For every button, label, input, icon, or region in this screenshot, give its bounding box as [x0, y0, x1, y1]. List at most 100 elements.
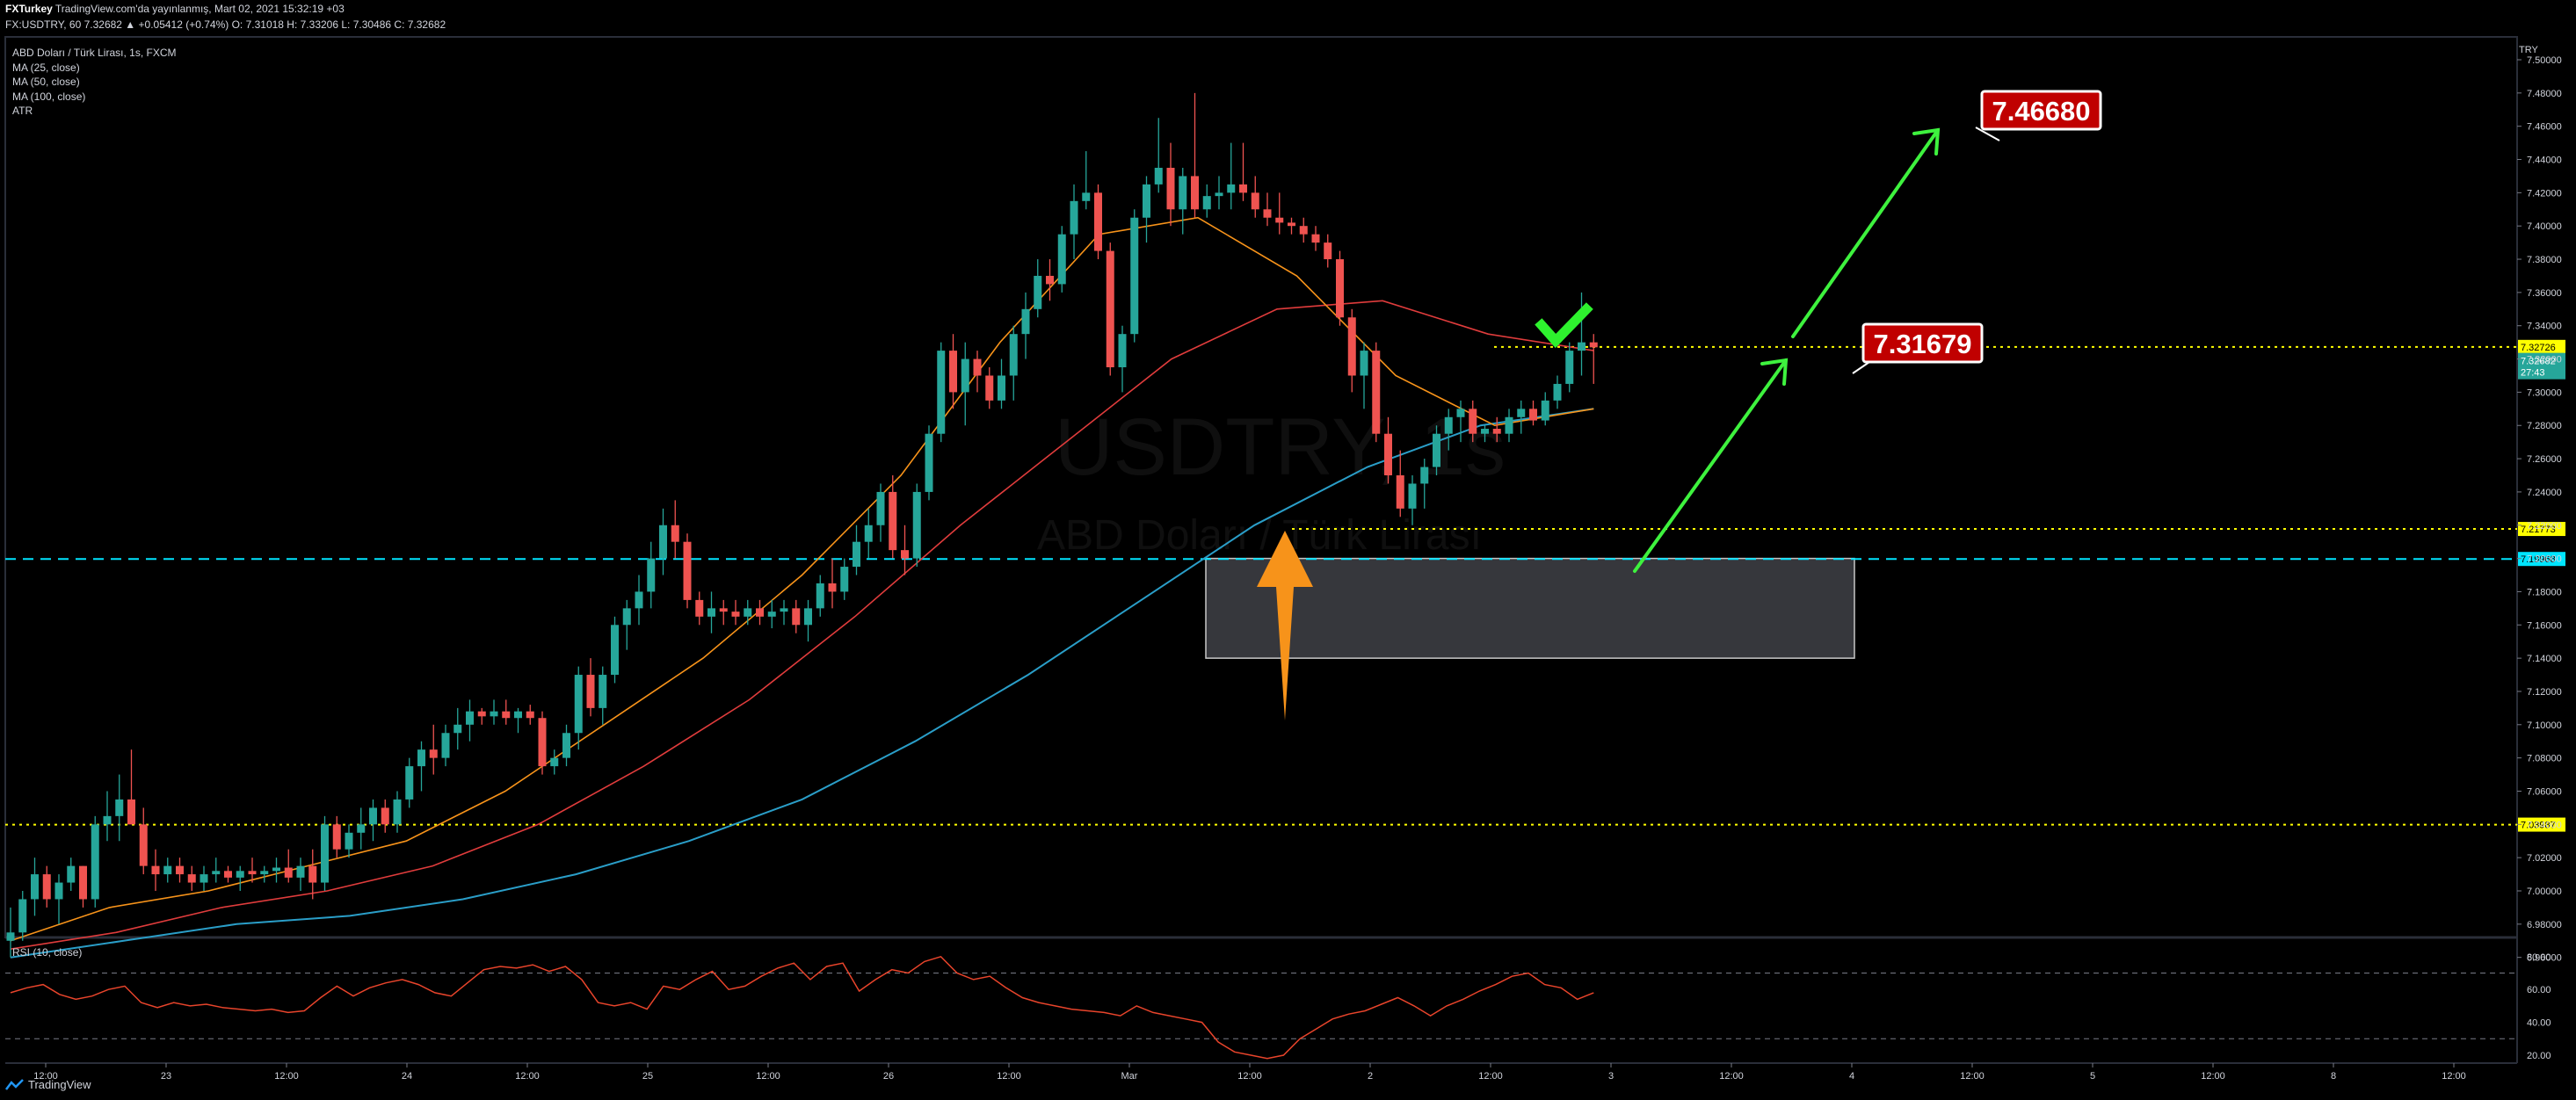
y-tick-label: 7.00000 [2527, 887, 2562, 897]
candle-body [973, 358, 982, 376]
candle-body [1360, 351, 1368, 376]
watermark-name: ABD Doları / Türk Lirası [1037, 512, 1482, 559]
candle-body [1299, 226, 1308, 235]
candle-body [707, 608, 715, 617]
rsi-tick-label: 80.00 [2527, 952, 2551, 963]
candle-body [369, 807, 377, 825]
candle-body [647, 558, 656, 592]
candle-body [1456, 409, 1465, 417]
rsi-label: RSI (10, close) [12, 946, 82, 959]
author: FXTurkey [5, 3, 53, 15]
candle-body [1529, 409, 1537, 421]
candle-body [1408, 483, 1417, 509]
candle-body [550, 757, 559, 767]
orange-arrow-up[interactable] [1257, 531, 1313, 720]
y-tick-label: 7.34000 [2527, 322, 2562, 332]
candle-body [1288, 222, 1295, 227]
legend-atr[interactable]: ATR [12, 105, 33, 117]
candle-body [1106, 250, 1114, 368]
candle-body [731, 612, 740, 617]
candle-body [332, 824, 341, 850]
candle-body [1505, 416, 1513, 434]
candle-body [1166, 167, 1175, 210]
x-tick-label: 12:00 [2442, 1071, 2466, 1082]
indicator-legend: ABD Doları / Türk Lirası, 1s, FXCM MA (2… [12, 46, 177, 119]
checkmark-icon [1535, 302, 1593, 349]
candle-body [441, 733, 450, 758]
candle-body [260, 871, 269, 875]
x-tick-label: 12:00 [1960, 1071, 1985, 1082]
candle-body [1154, 167, 1163, 185]
y-tick-label: 7.26000 [2527, 454, 2562, 465]
x-tick-label: 8 [2331, 1071, 2336, 1082]
legend-ma100[interactable]: MA (100, close) [12, 90, 86, 103]
candle-body [1324, 242, 1332, 260]
last-price-tag [2518, 352, 2565, 380]
candle-body [236, 871, 244, 878]
green-arrow-lower[interactable] [1633, 358, 1789, 573]
y-tick-label: 7.02000 [2527, 853, 2562, 864]
last-price-text: 7.32682 [2521, 357, 2556, 367]
candle-body [176, 865, 184, 875]
tradingview-brand: TradingView [28, 1078, 91, 1091]
x-tick-label: 12:00 [1719, 1071, 1744, 1082]
candle-body [490, 711, 498, 717]
y-tick-label: 7.24000 [2527, 488, 2562, 498]
candle-body [1057, 234, 1066, 285]
rsi-line [10, 955, 1594, 1060]
y-tick-label: 7.06000 [2527, 786, 2562, 797]
x-tick-label: 24 [402, 1071, 412, 1082]
tradingview-logo[interactable]: TradingView [5, 1078, 91, 1091]
candle-body [816, 583, 824, 609]
y-tick-label: 7.30000 [2527, 387, 2562, 398]
header-line-1: FXTurkey TradingView.com'da yayınlanmış,… [5, 3, 345, 15]
y-tick-label: 6.96000 [2527, 953, 2562, 964]
target-price-mid: 7.31679 [1873, 329, 1971, 359]
legend-symbol[interactable]: ABD Doları / Türk Lirası, 1s, FXCM [12, 47, 177, 59]
green-arrow-upper[interactable] [1791, 127, 1941, 338]
tradingview-logo-icon [5, 1078, 24, 1090]
candle-body [635, 591, 643, 609]
y-tick-label: 7.44000 [2527, 156, 2562, 166]
candle-body [91, 824, 99, 900]
candle-body [31, 874, 39, 900]
candle-body [719, 608, 728, 612]
rsi-tick-label: 40.00 [2527, 1018, 2551, 1029]
legend-ma50[interactable]: MA (50, close) [12, 76, 80, 88]
candle-body [1578, 342, 1586, 351]
candle-body [502, 711, 511, 719]
y-tick-label: 7.36000 [2527, 288, 2562, 299]
candle-body [1492, 429, 1501, 434]
candle-body [345, 832, 353, 850]
candle-body [853, 541, 860, 568]
header-line-2: FX:USDTRY, 60 7.32682 ▲ +0.05412 (+0.74%… [5, 18, 446, 31]
candle-body [1517, 409, 1526, 417]
candle-body [1336, 259, 1344, 318]
legend-ma25[interactable]: MA (25, close) [12, 61, 80, 74]
candle-body [1275, 217, 1284, 223]
candle-body [1541, 400, 1549, 421]
candle-body [151, 865, 160, 875]
ma25-line [10, 216, 1594, 942]
y-tick-label: 7.50000 [2527, 55, 2562, 66]
candle-body [200, 874, 208, 883]
candle-body [1433, 433, 1440, 467]
candle-body [611, 625, 619, 676]
candle-body [1070, 200, 1078, 235]
candle-body [1202, 196, 1211, 210]
target-price-high-bg [1980, 90, 2102, 131]
candle-body [103, 815, 112, 825]
candle-body [695, 599, 704, 617]
candle-body [1118, 334, 1127, 368]
target-price-mid-bg [1861, 322, 1984, 364]
candle-body [67, 865, 76, 883]
candle-body [1191, 176, 1199, 210]
candle-body [296, 865, 305, 878]
watermark-symbol: USDTRY, 1s [1055, 402, 1506, 492]
candle-body [1094, 192, 1102, 251]
candle-body [1311, 234, 1320, 243]
x-tick-label: 4 [1849, 1071, 1854, 1082]
candle-body [1481, 429, 1489, 434]
rsi-tick-label: 20.00 [2527, 1051, 2551, 1061]
